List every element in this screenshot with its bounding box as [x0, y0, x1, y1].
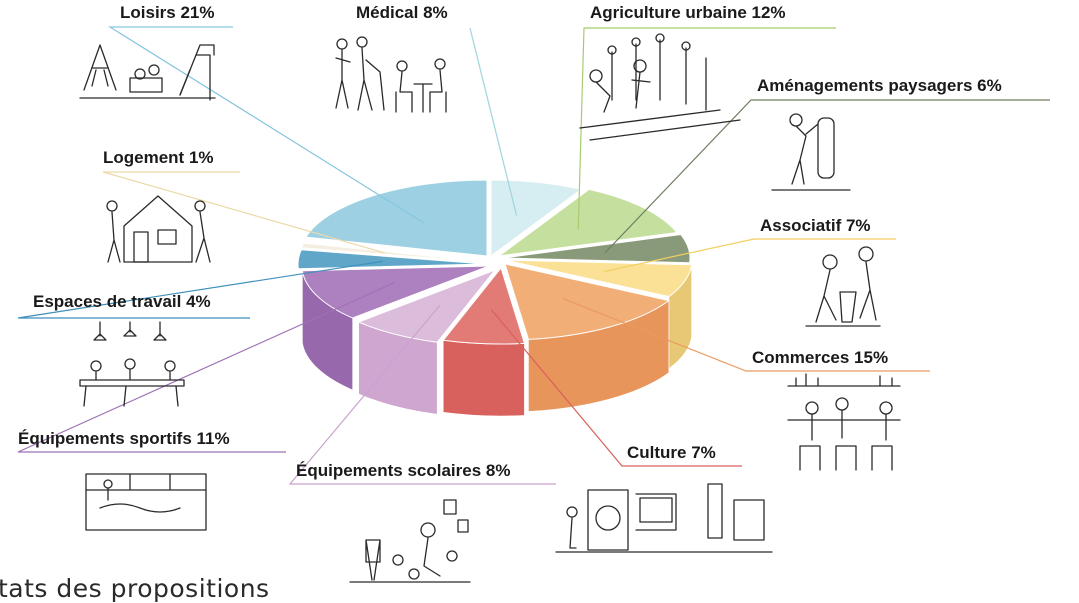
bar-illustration: [787, 373, 901, 471]
school-illustration: [349, 499, 471, 583]
slice-label-9: Logement 1%: [103, 148, 214, 167]
leader-line-3: [603, 238, 896, 273]
sports-illustration: [85, 473, 207, 531]
leader-line-1: [577, 27, 836, 230]
pie-slice-3: [504, 259, 693, 298]
housing-illustration: [106, 195, 211, 263]
urban-agriculture-illustration: [579, 33, 741, 141]
culture-illustration: [555, 483, 773, 553]
pie-slice-8: [297, 249, 486, 270]
leader-line-7: [17, 282, 395, 453]
leader-line-0: [469, 27, 518, 216]
pie-slice-1: [498, 188, 678, 257]
pie-sides: [297, 257, 692, 417]
landscaping-illustration: [771, 113, 851, 191]
leader-line-4: [562, 298, 930, 372]
leader-line-2: [604, 99, 1050, 254]
pie-slice-10: [305, 179, 488, 257]
slice-label-6: Équipements scolaires 8%: [296, 461, 510, 480]
medical-illustration: [335, 36, 447, 113]
slice-label-10: Loisirs 21%: [120, 3, 215, 22]
pie-slice-9: [300, 242, 486, 263]
slice-label-5: Culture 7%: [627, 443, 716, 462]
pie-slice-4: [504, 263, 671, 340]
slice-label-8: Espaces de travail 4%: [33, 292, 211, 311]
coworking-illustration: [79, 321, 185, 407]
associative-illustration: [805, 246, 881, 327]
pie-slice-2: [502, 233, 691, 264]
slice-label-7: Équipements sportifs 11%: [18, 429, 230, 448]
pie-side-5: [442, 339, 525, 417]
slice-label-1: Agriculture urbaine 12%: [590, 3, 786, 22]
leader-line-5: [490, 309, 742, 467]
pie-tops: [297, 179, 693, 345]
slice-label-2: Aménagements paysagers 6%: [757, 76, 1002, 95]
slice-label-3: Associatif 7%: [760, 216, 871, 235]
pie-slice-6: [357, 268, 497, 343]
leader-line-10: [107, 26, 425, 224]
caption-text: tats des propositions: [0, 574, 270, 603]
slice-label-4: Commerces 15%: [752, 348, 888, 367]
playground-illustration: [79, 44, 216, 101]
leader-line-8: [17, 260, 383, 319]
slice-labels: Médical 8% Agriculture urbaine 12% Aménage…: [18, 3, 1002, 480]
slice-label-0: Médical 8%: [356, 3, 448, 22]
leader-line-9: [102, 171, 385, 254]
leader-lines: [17, 26, 1050, 485]
leader-line-6: [288, 304, 556, 485]
